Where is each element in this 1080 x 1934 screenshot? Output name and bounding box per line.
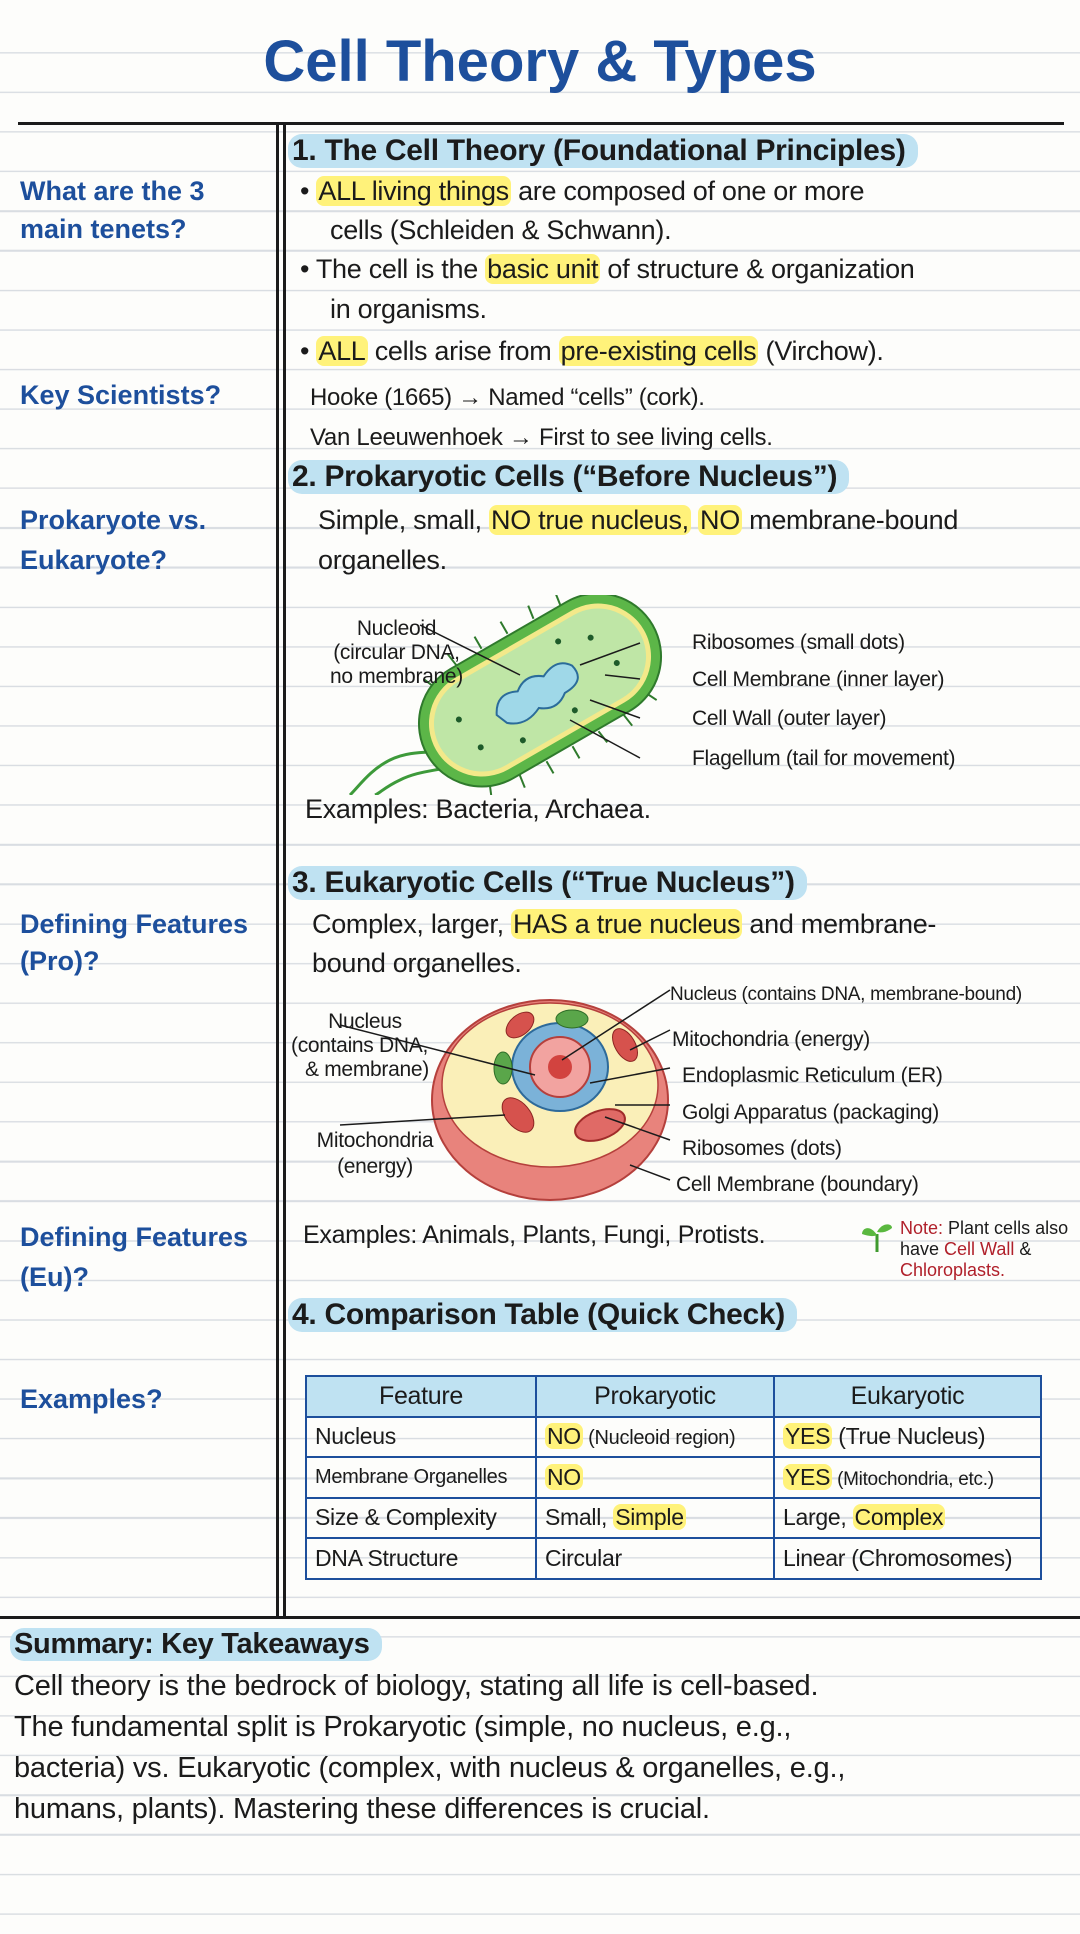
- cue-features-eu-2: (Eu)?: [20, 1262, 89, 1292]
- er-label: Endoplasmic Reticulum (ER): [682, 1064, 943, 1087]
- golgi-label: Golgi Apparatus (packaging): [682, 1101, 939, 1124]
- cue-divider-inner: [283, 122, 286, 1618]
- cell-wall-label: Cell Wall (outer layer): [692, 707, 887, 730]
- eukaryote-description: Complex, larger, HAS a true nucleus and …: [312, 909, 937, 939]
- ribosomes-label: Ribosomes (dots): [682, 1137, 842, 1160]
- nucleolus: [548, 1055, 572, 1079]
- cue-features-eu: Defining Features: [20, 1222, 249, 1252]
- table-cell: Circular: [535, 1537, 775, 1580]
- table-cell: DNA Structure: [305, 1537, 537, 1580]
- table-row: Nucleus NO (Nucleoid region) YES (True Nuc…: [305, 1415, 1042, 1458]
- comparison-table: Feature Prokaryotic Eukaryotic Nucleus NO (…: [305, 1375, 1042, 1580]
- cue-examples: Examples?: [20, 1384, 163, 1414]
- tenet-3: • ALL cells arise from pre-existing cell…: [300, 336, 884, 366]
- table-row: Membrane Organelles NO YES (Mitochondria, …: [305, 1456, 1042, 1499]
- table-cell: Nucleus: [305, 1415, 537, 1458]
- sprout-icon: [862, 1224, 892, 1252]
- nucleus-label: Nucleus (contains DNA, membrane-bound): [670, 984, 1022, 1005]
- summary-heading: Summary: Key Takeaways: [10, 1628, 382, 1661]
- cue-tenets-2: main tenets?: [20, 214, 187, 244]
- highlight: NO: [698, 505, 742, 535]
- chloroplast-like: [493, 1051, 513, 1085]
- flagellum-label: Flagellum (tail for movement): [692, 747, 956, 770]
- column-header: Feature: [305, 1375, 537, 1418]
- eukaryote-description-cont: bound organelles.: [312, 948, 522, 978]
- table-cell: NO (Nucleoid region): [535, 1415, 775, 1458]
- eukaryote-examples: Examples: Animals, Plants, Fungi, Protis…: [303, 1221, 766, 1249]
- summary-line: bacteria) vs. Eukaryotic (complex, with …: [14, 1752, 846, 1784]
- section-1-heading: 1. The Cell Theory (Foundational Princip…: [288, 134, 918, 168]
- mitochondria-label-left: Mitochondria (energy): [316, 1129, 434, 1178]
- nucleus-label-left: Nucleus (contains DNA, & membrane): [291, 1010, 429, 1081]
- cue-divider: [276, 122, 279, 1618]
- leeuwenhoek-note: Van Leeuwenhoek → First to see living ce…: [310, 424, 773, 451]
- cue-features-pro: Defining Features: [20, 909, 249, 939]
- nucleoid: [495, 662, 579, 725]
- prokaryote-description-cont: organelles.: [318, 545, 447, 575]
- table-cell: NO: [535, 1456, 775, 1499]
- page-title: Cell Theory & Types: [263, 29, 817, 94]
- mitochondrion: [612, 1028, 638, 1062]
- prokaryote-description: Simple, small, NO true nucleus, NO membr…: [318, 505, 959, 535]
- table-cell: Large, Complex: [773, 1496, 1042, 1539]
- table-row: Size & Complexity Small, Simple Large, Com…: [305, 1496, 1042, 1539]
- tenet-2: • The cell is the basic unit of structur…: [300, 254, 915, 284]
- table-cell: Small, Simple: [535, 1496, 775, 1539]
- highlight: ALL living things: [316, 176, 511, 206]
- tenet-1-cont: cells (Schleiden & Schwann).: [330, 215, 672, 245]
- section-4-heading: 4. Comparison Table (Quick Check): [288, 1298, 797, 1332]
- highlight: basic unit: [485, 254, 601, 284]
- prokaryote-examples: Examples: Bacteria, Archaea.: [305, 794, 651, 824]
- golgi: [574, 1108, 626, 1142]
- cue-scientists: Key Scientists?: [20, 380, 222, 410]
- plant-cell-note: Note: Plant cells also have Cell Wall & …: [900, 1218, 1069, 1280]
- mitochondrion: [501, 1097, 535, 1133]
- table-cell: YES (Mitochondria, etc.): [773, 1456, 1042, 1499]
- column-header: Prokaryotic: [535, 1375, 775, 1418]
- tenet-2-cont: in organisms.: [330, 294, 487, 324]
- mitochondria-label: Mitochondria (energy): [672, 1028, 870, 1051]
- nucleoid-label: Nucleoid (circular DNA, no membrane): [330, 617, 463, 688]
- table-header-row: Feature Prokaryotic Eukaryotic: [305, 1375, 1042, 1418]
- hooke-note: Hooke (1665) → Named “cells” (cork).: [310, 384, 705, 411]
- ribosomes-label: Ribosomes (small dots): [692, 631, 905, 654]
- highlight: NO true nucleus,: [489, 505, 691, 535]
- cue-pro-vs-eu-2: Eukaryote?: [20, 545, 168, 575]
- header-divider: [18, 122, 1064, 125]
- prokaryote-diagram: [348, 595, 663, 795]
- chloroplast-like: [555, 1009, 589, 1029]
- highlight: ALL: [316, 336, 368, 366]
- cue-features-pro-2: (Pro)?: [20, 946, 100, 976]
- section-2-heading: 2. Prokaryotic Cells (“Before Nucleus”): [288, 460, 850, 494]
- column-header: Eukaryotic: [773, 1375, 1042, 1418]
- summary-line: The fundamental split is Prokaryotic (si…: [14, 1711, 792, 1743]
- highlight: HAS a true nucleus: [510, 909, 743, 939]
- prokaryote-cell: [417, 595, 663, 795]
- table-cell: Linear (Chromosomes): [773, 1537, 1042, 1580]
- summary-line: humans, plants). Mastering these differe…: [14, 1793, 710, 1825]
- cue-pro-vs-eu: Prokaryote vs.: [20, 505, 207, 535]
- table-cell: Membrane Organelles: [305, 1456, 537, 1499]
- highlight: pre-existing cells: [558, 336, 759, 366]
- leader-lines: [339, 989, 671, 1181]
- table-cell: YES (True Nucleus): [773, 1415, 1042, 1458]
- leader-lines: [419, 624, 641, 759]
- summary-line: Cell theory is the bedrock of biology, s…: [14, 1670, 819, 1702]
- table-cell: Size & Complexity: [305, 1496, 537, 1539]
- mitochondrion: [505, 1011, 535, 1039]
- cell-membrane-label: Cell Membrane (boundary): [676, 1173, 919, 1196]
- tenet-1: • ALL living things are composed of one …: [300, 176, 865, 206]
- cell-membrane-label: Cell Membrane (inner layer): [692, 668, 945, 691]
- summary-divider: [0, 1616, 1080, 1619]
- cue-tenets: What are the 3: [20, 176, 205, 206]
- table-row: DNA Structure Circular Linear (Chromosomes…: [305, 1537, 1042, 1580]
- section-3-heading: 3. Eukaryotic Cells (“True Nucleus”): [288, 866, 807, 900]
- eukaryote-diagram: [339, 989, 671, 1201]
